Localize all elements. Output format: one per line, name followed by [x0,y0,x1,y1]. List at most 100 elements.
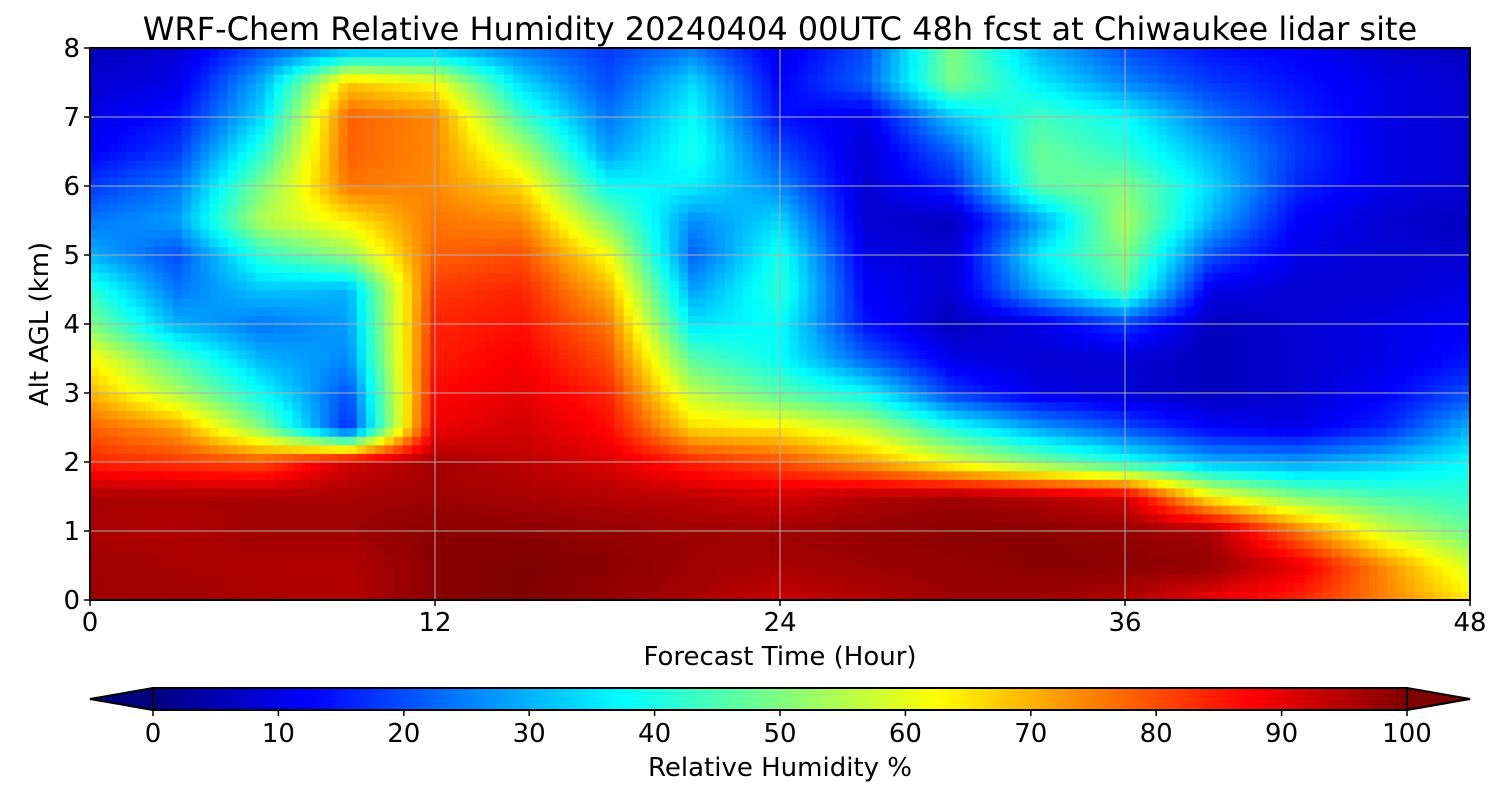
heatmap-cell [1433,324,1443,334]
heatmap-cell [807,505,818,515]
heatmap-cell [384,531,395,541]
heatmap-cell [982,401,993,411]
heatmap-cell [724,375,735,385]
heatmap-cell [384,332,395,342]
heatmap-cell [504,531,514,541]
heatmap-cell [356,462,367,472]
heatmap-cell [108,522,119,532]
heatmap-cell [1111,349,1121,360]
heatmap-cell [218,324,229,334]
heatmap-cell [1065,556,1075,567]
heatmap-cell [476,375,487,385]
heatmap-cell [752,418,763,429]
heatmap-cell [660,427,671,437]
heatmap-cell [384,591,395,600]
heatmap-cell [568,341,579,351]
heatmap-cell [145,427,155,437]
heatmap-cell [1056,418,1066,429]
heatmap-cell [908,427,919,437]
heatmap-cell [476,513,487,523]
heatmap-cell [402,375,413,385]
heatmap-cell [375,418,385,429]
heatmap-cell [301,367,312,377]
heatmap-cell [1074,401,1085,411]
heatmap-cell [218,582,229,592]
heatmap-cell [1405,341,1416,351]
heatmap-cell [163,487,174,498]
heatmap-cell [973,574,983,584]
heatmap-cell [1433,349,1443,360]
heatmap-cell [117,479,128,489]
heatmap-cell [844,522,855,532]
heatmap-cell [706,487,717,498]
heatmap-cell [1019,487,1029,498]
heatmap-cell [577,324,588,334]
heatmap-cell [274,375,284,385]
heatmap-cell [531,574,542,584]
heatmap-cell [283,462,293,472]
heatmap-cell [375,332,385,342]
heatmap-cell [862,315,873,325]
heatmap-cell [853,384,864,394]
heatmap-cell [1451,315,1462,325]
heatmap-cell [982,505,993,515]
heatmap-cell [1230,393,1241,403]
heatmap-cell [126,548,137,558]
heatmap-cell [347,470,358,480]
heatmap-cell [752,401,763,411]
heatmap-cell [182,522,192,532]
heatmap-cell [320,556,330,567]
heatmap-cell [1221,393,1232,403]
heatmap-cell [1203,384,1213,394]
heatmap-cell [715,332,726,342]
heatmap-cell [706,384,717,394]
heatmap-cell [540,418,551,429]
heatmap-cell [1148,513,1158,523]
heatmap-cell [1276,410,1287,420]
heatmap-cell [366,427,376,437]
heatmap-cell [1083,436,1094,446]
heatmap-cell [237,591,247,600]
heatmap-cell [789,427,799,437]
heatmap-cell [320,393,330,403]
heatmap-cell [623,522,634,532]
heatmap-cell [384,496,395,506]
heatmap-cell [890,453,901,463]
heatmap-cell [945,496,956,506]
heatmap-cell [182,505,192,515]
heatmap-cell [550,384,560,394]
heatmap-cell [1267,315,1278,325]
heatmap-cell [264,306,275,316]
heatmap-cell [1332,444,1342,454]
heatmap-cell [991,548,1002,558]
heatmap-cell [356,591,367,600]
heatmap-cell [1433,539,1443,549]
heatmap-cell [1010,410,1020,420]
heatmap-cell [807,531,818,541]
heatmap-cell [338,531,349,541]
heatmap-cell [1341,384,1351,394]
heatmap-cell [1203,591,1213,600]
heatmap-cell [835,487,845,498]
heatmap-cell [1083,393,1094,403]
heatmap-cell [724,574,735,584]
heatmap-cell [927,505,937,515]
heatmap-cell [1129,324,1140,334]
heatmap-cell [237,531,247,541]
heatmap-cell [393,315,404,325]
heatmap-cell [1414,349,1425,360]
heatmap-cell [1368,453,1379,463]
heatmap-cell [485,556,496,567]
heatmap-cell [770,332,781,342]
heatmap-cell [531,315,542,325]
heatmap-cell [301,349,312,360]
heatmap-cell [1102,513,1112,523]
heatmap-cell [973,531,983,541]
heatmap-cell [1258,384,1269,394]
heatmap-cell [1194,496,1204,506]
heatmap-cell [614,522,625,532]
heatmap-cell [1148,453,1158,463]
heatmap-cell [596,565,606,575]
heatmap-cell [1258,470,1269,480]
heatmap-cell [688,332,698,342]
